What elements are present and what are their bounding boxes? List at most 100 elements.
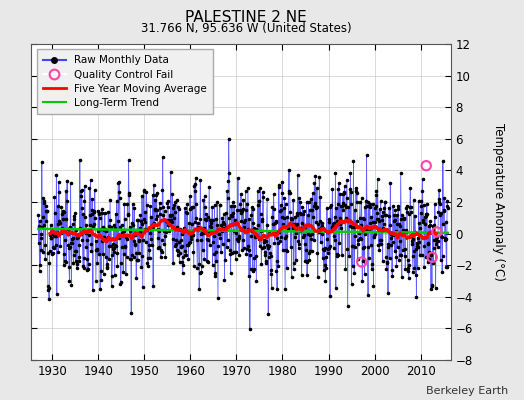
Point — [137, 263, 145, 270]
Point — [418, 176, 427, 182]
Point — [161, 254, 170, 261]
Point — [408, 238, 416, 244]
Point — [99, 251, 107, 258]
Point — [367, 242, 375, 248]
Point — [203, 258, 211, 264]
Point — [301, 241, 309, 247]
Point — [51, 210, 59, 216]
Point — [216, 235, 224, 242]
Point — [428, 283, 436, 290]
Point — [342, 195, 351, 201]
Point — [286, 190, 294, 196]
Point — [132, 242, 140, 248]
Point — [314, 229, 323, 235]
Point — [391, 248, 399, 254]
Point — [326, 204, 335, 210]
Point — [300, 208, 308, 214]
Point — [372, 188, 380, 194]
Point — [253, 232, 261, 239]
Point — [148, 222, 157, 228]
Point — [392, 211, 401, 218]
Point — [420, 202, 428, 208]
Point — [315, 218, 324, 224]
Point — [395, 238, 403, 244]
Point — [47, 234, 56, 241]
Point — [314, 221, 322, 228]
Point — [149, 224, 158, 230]
Point — [225, 215, 234, 222]
Point — [128, 220, 136, 226]
Point — [178, 258, 187, 265]
Point — [159, 204, 167, 210]
Point — [339, 191, 347, 197]
Point — [336, 191, 344, 197]
Point — [299, 234, 308, 240]
Point — [326, 293, 334, 300]
Point — [194, 226, 203, 233]
Point — [224, 136, 233, 142]
Point — [148, 242, 156, 248]
Point — [209, 262, 217, 268]
Point — [202, 230, 210, 236]
Point — [204, 228, 213, 234]
Point — [374, 242, 383, 248]
Point — [343, 246, 352, 252]
Point — [98, 206, 106, 212]
Point — [293, 210, 302, 216]
Point — [132, 250, 140, 257]
Point — [54, 179, 63, 185]
Point — [184, 240, 193, 246]
Point — [305, 250, 313, 257]
Point — [383, 259, 391, 265]
Point — [311, 173, 320, 180]
Point — [83, 255, 92, 262]
Point — [75, 157, 84, 163]
Point — [239, 245, 248, 252]
Point — [414, 243, 422, 250]
Point — [52, 233, 60, 239]
Point — [334, 252, 343, 258]
Point — [147, 214, 156, 220]
Point — [339, 207, 347, 214]
Point — [99, 224, 107, 230]
Point — [171, 208, 180, 215]
Point — [152, 191, 160, 198]
Point — [367, 225, 376, 231]
Point — [421, 212, 430, 219]
Point — [126, 224, 134, 230]
Point — [290, 221, 299, 227]
Point — [373, 210, 381, 216]
Point — [442, 236, 450, 243]
Point — [102, 236, 111, 242]
Point — [74, 230, 82, 237]
Point — [93, 246, 101, 252]
Point — [265, 254, 273, 260]
Point — [39, 248, 48, 255]
Point — [88, 207, 96, 214]
Point — [230, 203, 238, 210]
Point — [69, 235, 77, 241]
Point — [189, 232, 197, 238]
Point — [262, 259, 270, 266]
Point — [286, 215, 294, 221]
Point — [310, 180, 319, 186]
Point — [355, 215, 364, 221]
Point — [269, 221, 277, 227]
Point — [113, 250, 121, 257]
Point — [62, 197, 71, 204]
Point — [409, 236, 418, 242]
Point — [357, 221, 365, 228]
Point — [208, 204, 216, 210]
Point — [41, 203, 50, 209]
Point — [169, 204, 178, 211]
Point — [65, 264, 73, 271]
Point — [103, 264, 111, 270]
Point — [43, 208, 51, 214]
Point — [252, 277, 260, 284]
Point — [246, 251, 255, 258]
Point — [357, 195, 366, 201]
Point — [410, 197, 418, 204]
Point — [281, 201, 290, 208]
Point — [425, 248, 434, 255]
Point — [105, 243, 114, 250]
